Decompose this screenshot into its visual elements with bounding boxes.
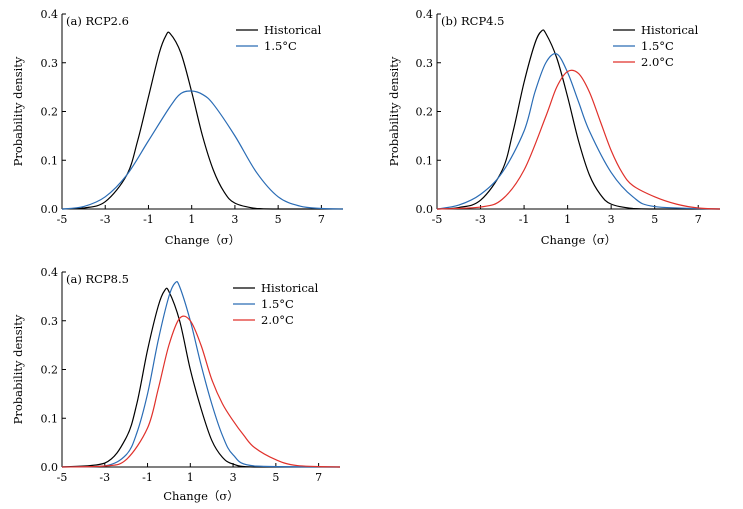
y-tick-label: 0.2 (41, 106, 59, 119)
x-tick-label: 5 (275, 213, 282, 226)
panel-title: (a) RCP2.6 (66, 14, 129, 28)
y-tick-label: 0.3 (41, 57, 59, 70)
y-tick-label: 0.3 (41, 315, 59, 328)
chart-panel-1: 0.0 0.1 0.2 0.3 0.4 -5 -3 -1 1 3 5 7 Change（σ） Probab… (11, 8, 344, 247)
x-tick-label: -5 (57, 471, 68, 484)
y-tick-label: 0.2 (41, 364, 59, 377)
x-tick-label: -5 (432, 213, 443, 226)
x-tick-label: 1 (187, 471, 194, 484)
series-line-3 (61, 315, 341, 468)
series-line-2 (436, 53, 721, 210)
x-axis-label: Change（σ） (165, 233, 241, 247)
x-axis-label: Change（σ） (541, 233, 617, 247)
y-axis-label: Probability density (11, 314, 25, 424)
x-tick-label: -3 (99, 471, 110, 484)
x-tick-label: 3 (608, 213, 615, 226)
series-line-1 (61, 31, 343, 210)
y-tick-label: 0.1 (41, 412, 59, 425)
legend-label: 1.5°C (264, 39, 297, 53)
series-line-1 (436, 29, 720, 210)
legend-label: 1.5°C (641, 39, 674, 53)
y-tick-label: 0.1 (41, 154, 59, 167)
x-tick-label: 5 (651, 213, 658, 226)
x-tick-label: -3 (100, 213, 111, 226)
panel-title: (b) RCP4.5 (441, 14, 504, 28)
x-tick-label: 7 (318, 213, 325, 226)
y-tick-label: 0.4 (416, 8, 434, 21)
y-axis-label: Probability density (387, 56, 401, 166)
x-tick-label: 1 (564, 213, 571, 226)
x-tick-label: 7 (695, 213, 702, 226)
legend-label: 1.5°C (261, 297, 294, 311)
y-tick-label: 0.3 (416, 57, 434, 70)
x-tick-label: -1 (143, 213, 154, 226)
y-tick-label: 0.0 (41, 203, 59, 216)
y-tick-label: 0.0 (416, 203, 434, 216)
legend-label: Historical (264, 23, 322, 37)
chart-panel-2: 0.0 0.1 0.2 0.3 0.4 -5 -3 -1 1 3 5 7 Change（σ） Probab… (387, 8, 721, 247)
legend-label: 2.0°C (641, 55, 674, 69)
x-tick-label: -1 (519, 213, 530, 226)
x-axis-label: Change（σ） (163, 489, 239, 503)
x-tick-label: 1 (188, 213, 195, 226)
series-line-3 (436, 69, 721, 210)
legend-label: Historical (641, 23, 699, 37)
x-tick-label: 3 (230, 471, 237, 484)
legend-label: Historical (261, 281, 319, 295)
chart-panel-3: 0.0 0.1 0.2 0.3 0.4 -5 -3 -1 1 3 5 7 Change（σ） Probab… (11, 266, 341, 503)
y-tick-label: 0.0 (41, 461, 59, 474)
x-tick-label: 5 (272, 471, 279, 484)
y-tick-label: 0.4 (41, 8, 59, 21)
x-tick-label: -5 (57, 213, 68, 226)
y-axis-label: Probability density (11, 56, 25, 166)
series-line-1 (61, 287, 340, 468)
x-tick-label: 3 (231, 213, 238, 226)
y-tick-label: 0.2 (416, 106, 434, 119)
y-tick-label: 0.4 (41, 266, 59, 279)
y-tick-label: 0.1 (416, 154, 434, 167)
series-line-2 (61, 90, 344, 210)
x-tick-label: 7 (315, 471, 322, 484)
panel-title: (a) RCP8.5 (66, 272, 129, 286)
legend-label: 2.0°C (261, 313, 294, 327)
x-tick-label: -1 (142, 471, 153, 484)
x-tick-label: -3 (475, 213, 486, 226)
series-line-2 (61, 280, 341, 468)
